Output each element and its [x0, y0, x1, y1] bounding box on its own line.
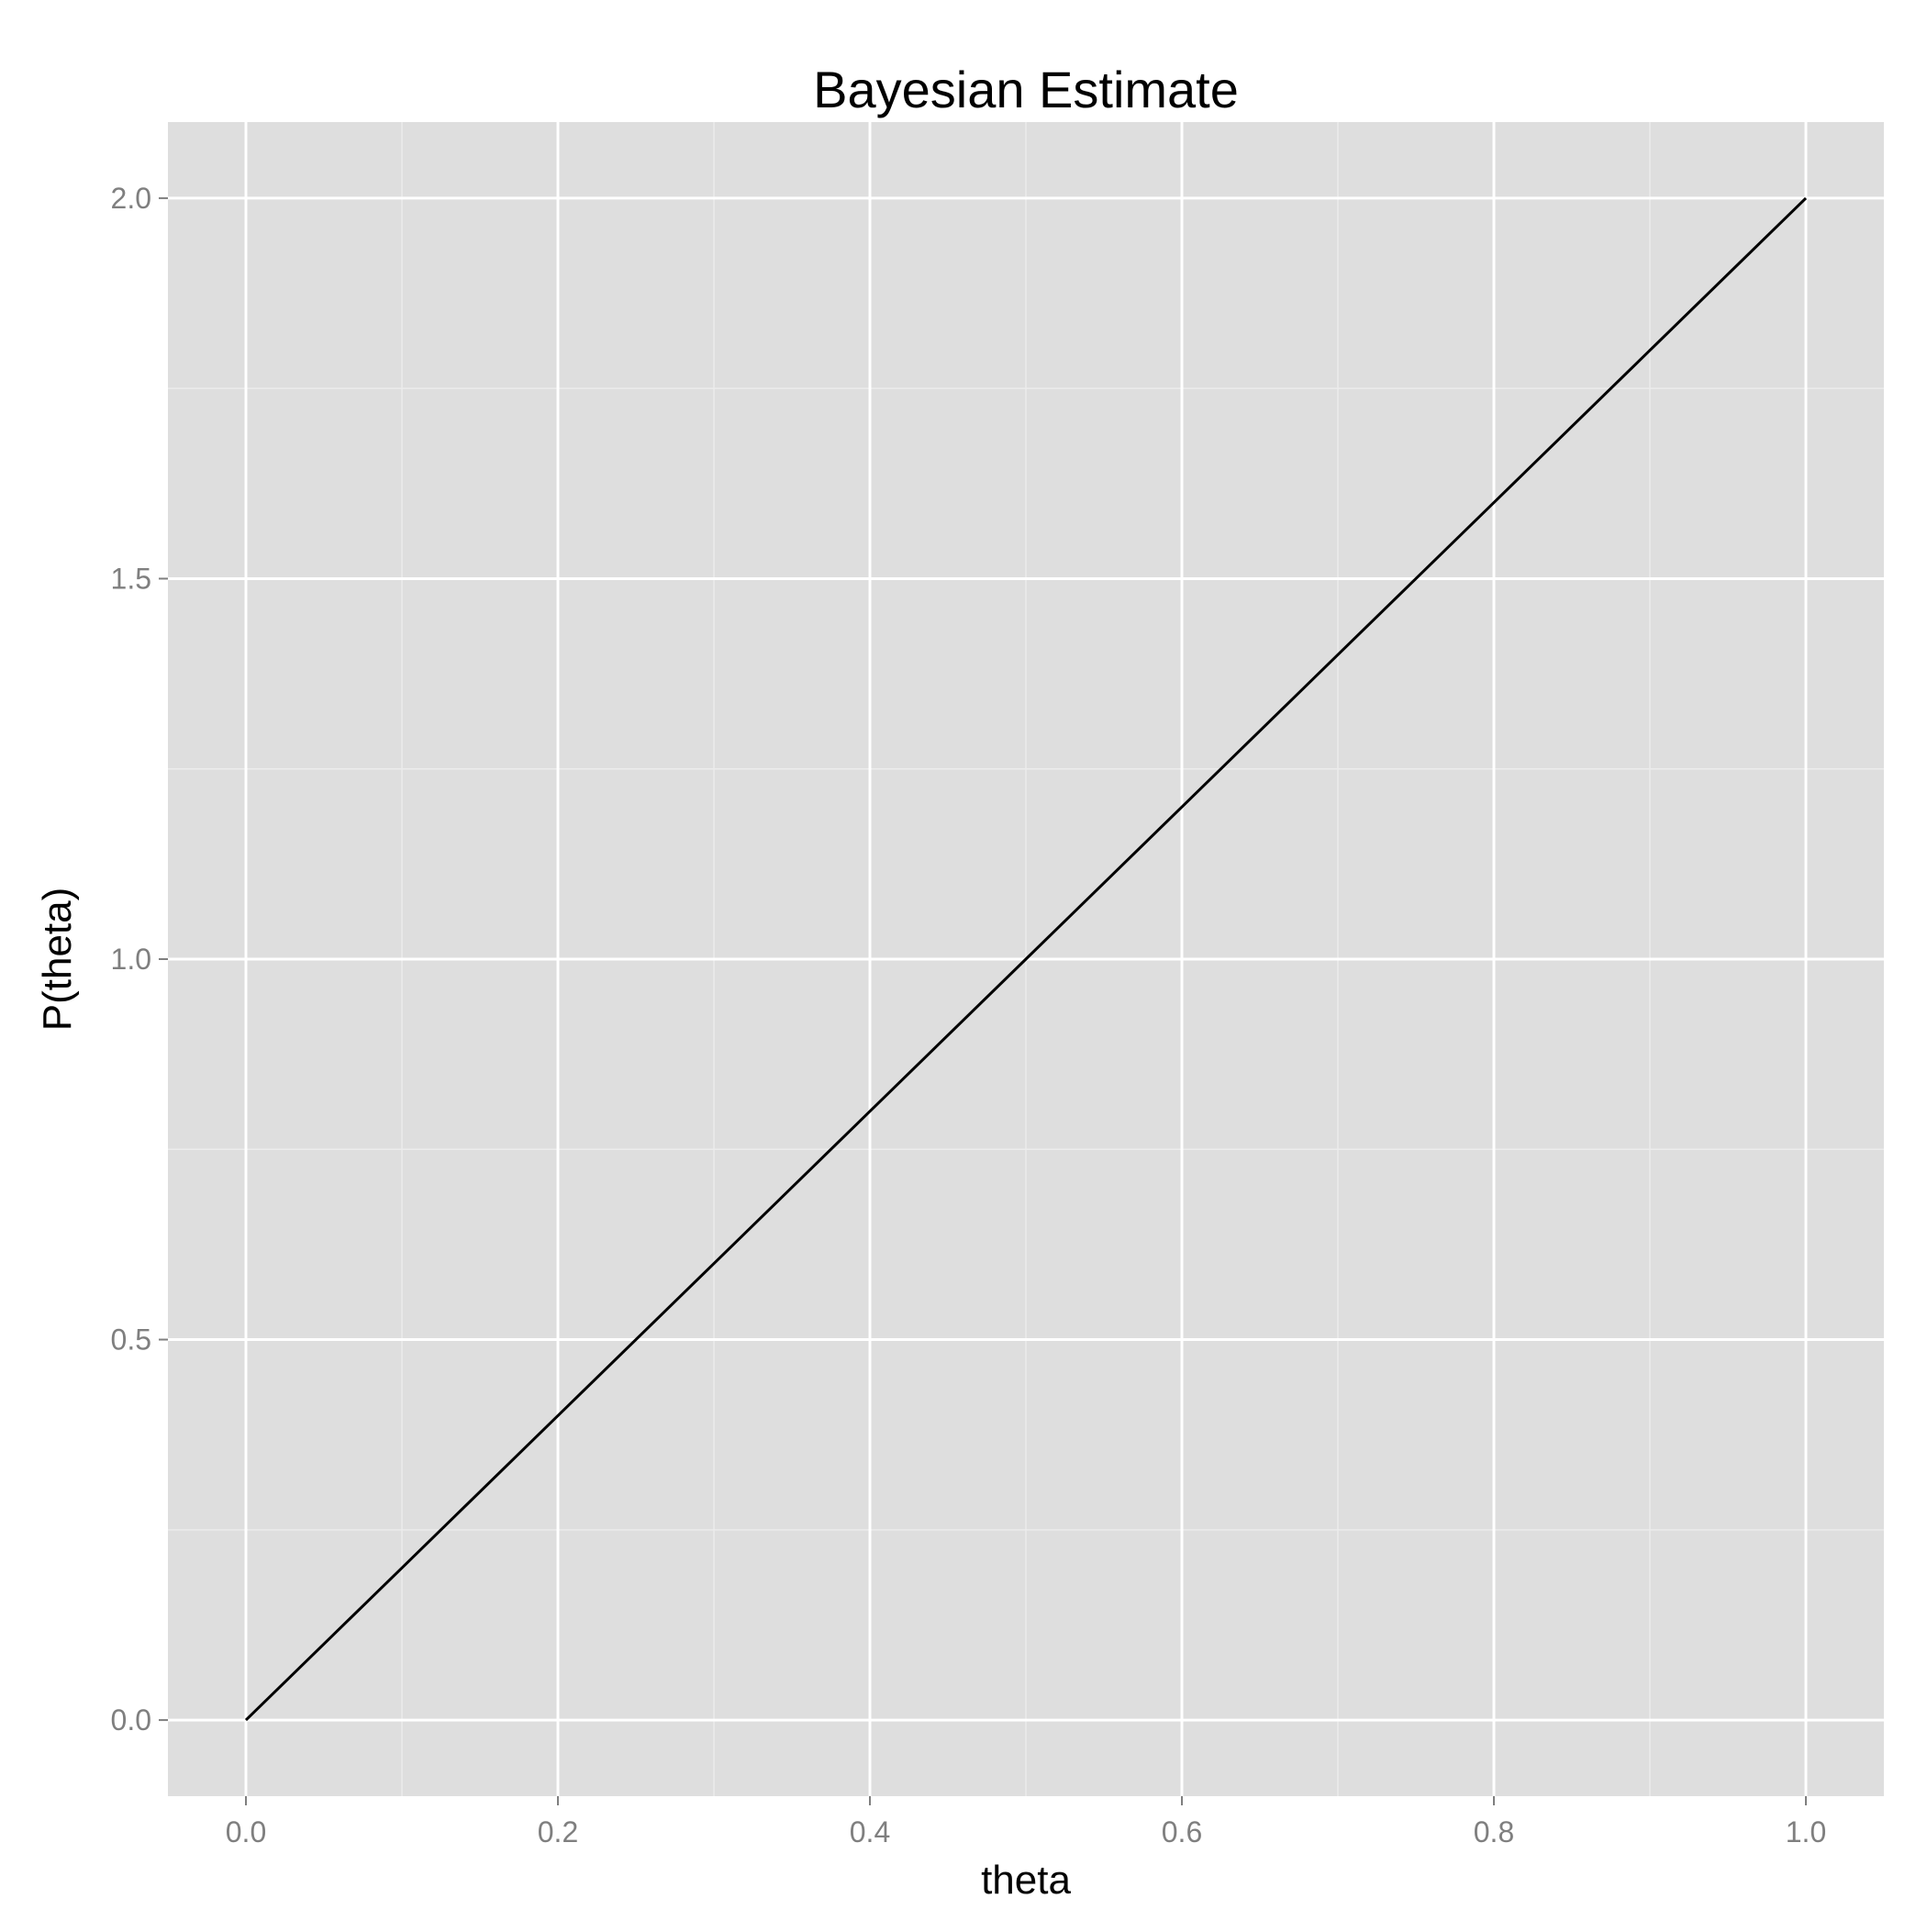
- x-tick-label: 0.0: [226, 1815, 266, 1848]
- x-axis-title: theta: [981, 1858, 1071, 1903]
- x-axis: 0.0 0.2 0.4 0.6 0.8 1.0: [226, 1796, 1826, 1848]
- x-tick-label: 0.6: [1162, 1815, 1202, 1848]
- series-line: [244, 196, 1808, 1722]
- y-tick-label: 0.0: [111, 1703, 151, 1737]
- series-layer: [244, 196, 1808, 1722]
- y-tick-label: 2.0: [111, 182, 151, 215]
- y-tick-label: 0.5: [111, 1323, 151, 1357]
- y-axis: 0.0 0.5 1.0 1.5 2.0: [111, 182, 168, 1737]
- x-tick-label: 0.8: [1474, 1815, 1514, 1848]
- chart-title: Bayesian Estimate: [813, 61, 1239, 118]
- major-grid: [168, 122, 1884, 1796]
- x-tick-label: 1.0: [1786, 1815, 1826, 1848]
- x-tick-label: 0.2: [538, 1815, 578, 1848]
- x-tick-label: 0.4: [850, 1815, 890, 1848]
- y-axis-title: P(theta): [35, 888, 80, 1032]
- y-tick-label: 1.0: [111, 943, 151, 976]
- y-tick-label: 1.5: [111, 562, 151, 595]
